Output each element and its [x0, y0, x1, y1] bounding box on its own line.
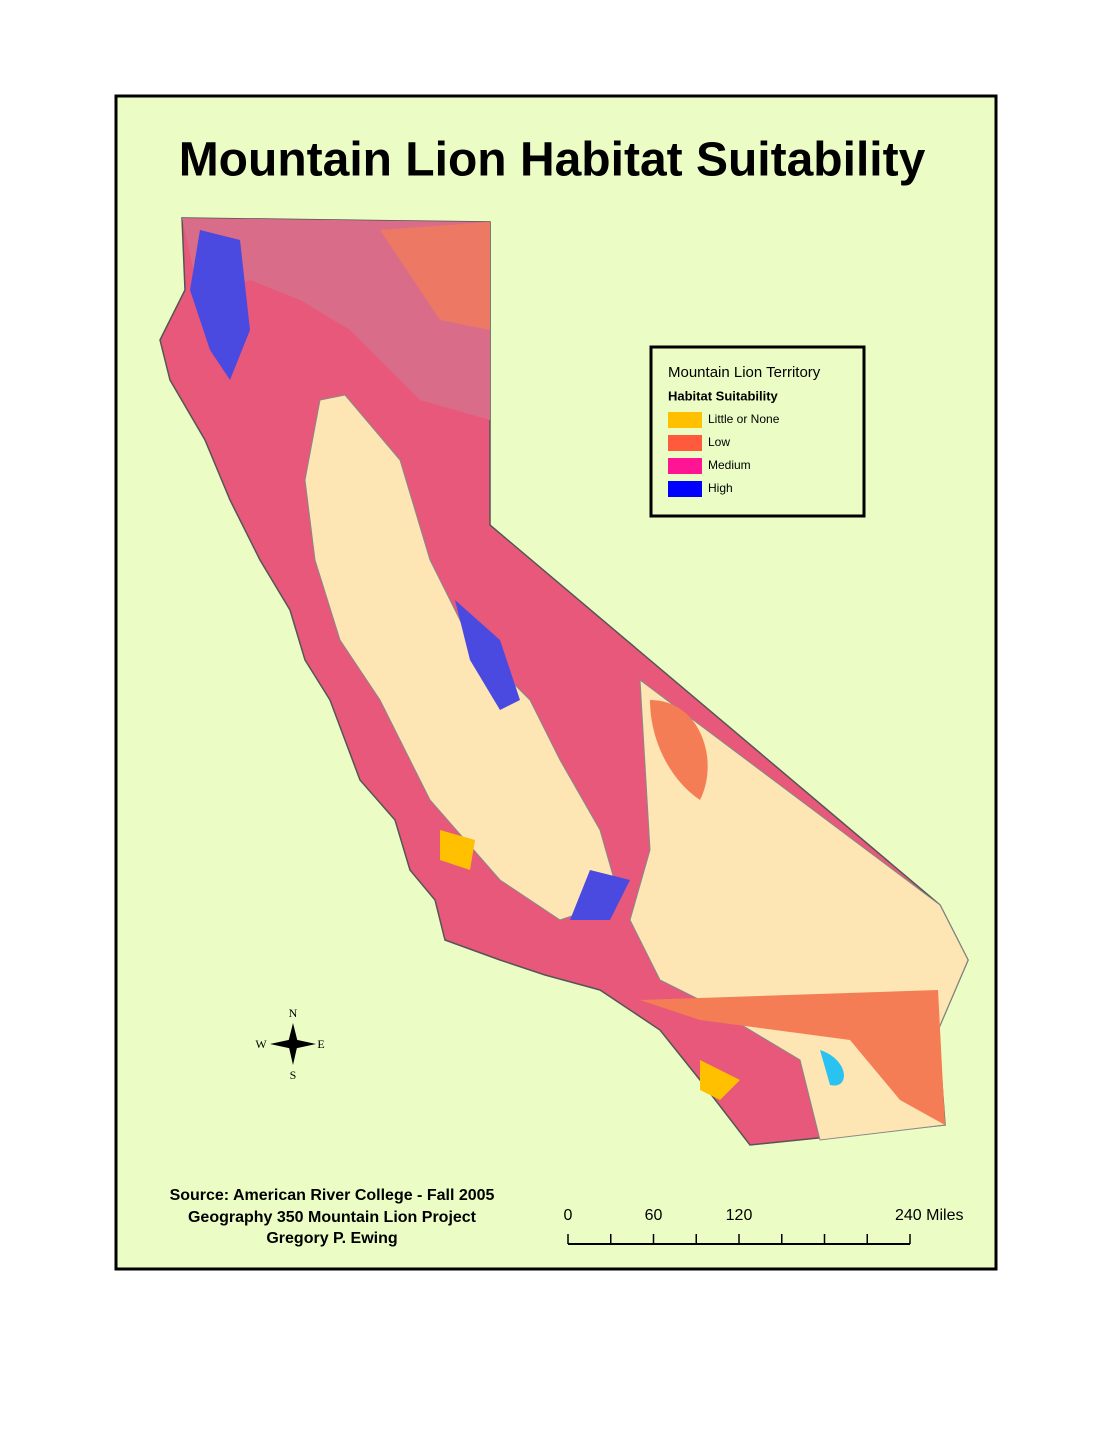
little-area — [700, 1060, 740, 1100]
scale-label: 120 — [726, 1207, 753, 1224]
legend-swatch — [668, 435, 702, 451]
compass-ew — [270, 1039, 316, 1049]
compass-e: E — [317, 1037, 324, 1051]
legend-label: Little or None — [708, 412, 780, 426]
scale-label: 0 — [564, 1207, 573, 1224]
legend-subtitle: Habitat Suitability — [668, 388, 779, 403]
low-area — [380, 222, 490, 330]
legend-label: Medium — [708, 458, 751, 472]
source-note: Source: American River College - Fall 20… — [170, 1187, 495, 1247]
lake — [820, 1050, 844, 1086]
scale-label: 240 Miles — [895, 1207, 963, 1224]
high-area — [570, 870, 630, 920]
legend-swatch — [668, 412, 702, 428]
legend-title: Mountain Lion Territory — [668, 364, 821, 381]
california-map — [159, 217, 969, 1146]
compass-w: W — [255, 1037, 267, 1051]
scale-bar: 0 60 120 240 Miles — [564, 1207, 963, 1245]
source-line: Source: American River College - Fall 20… — [170, 1187, 495, 1204]
source-line: Gregory P. Ewing — [266, 1230, 397, 1247]
low-area — [650, 700, 708, 800]
legend-swatch — [668, 481, 702, 497]
compass-n: N — [289, 1006, 298, 1020]
map-title: Mountain Lion Habitat Suitability — [179, 134, 926, 187]
source-line: Geography 350 Mountain Lion Project — [188, 1209, 477, 1226]
compass: N S E W — [255, 1006, 324, 1082]
legend-swatch — [668, 458, 702, 474]
legend-label: Low — [708, 435, 730, 449]
scale-label: 60 — [645, 1207, 663, 1224]
legend-label: High — [708, 481, 733, 495]
high-area — [190, 230, 250, 380]
legend: Mountain Lion Territory Habitat Suitabil… — [649, 345, 866, 518]
little-area — [440, 830, 475, 870]
low-band — [640, 990, 945, 1125]
compass-s: S — [290, 1068, 297, 1082]
high-area — [455, 600, 520, 710]
legend-items: Little or None Low Medium High — [668, 412, 780, 497]
